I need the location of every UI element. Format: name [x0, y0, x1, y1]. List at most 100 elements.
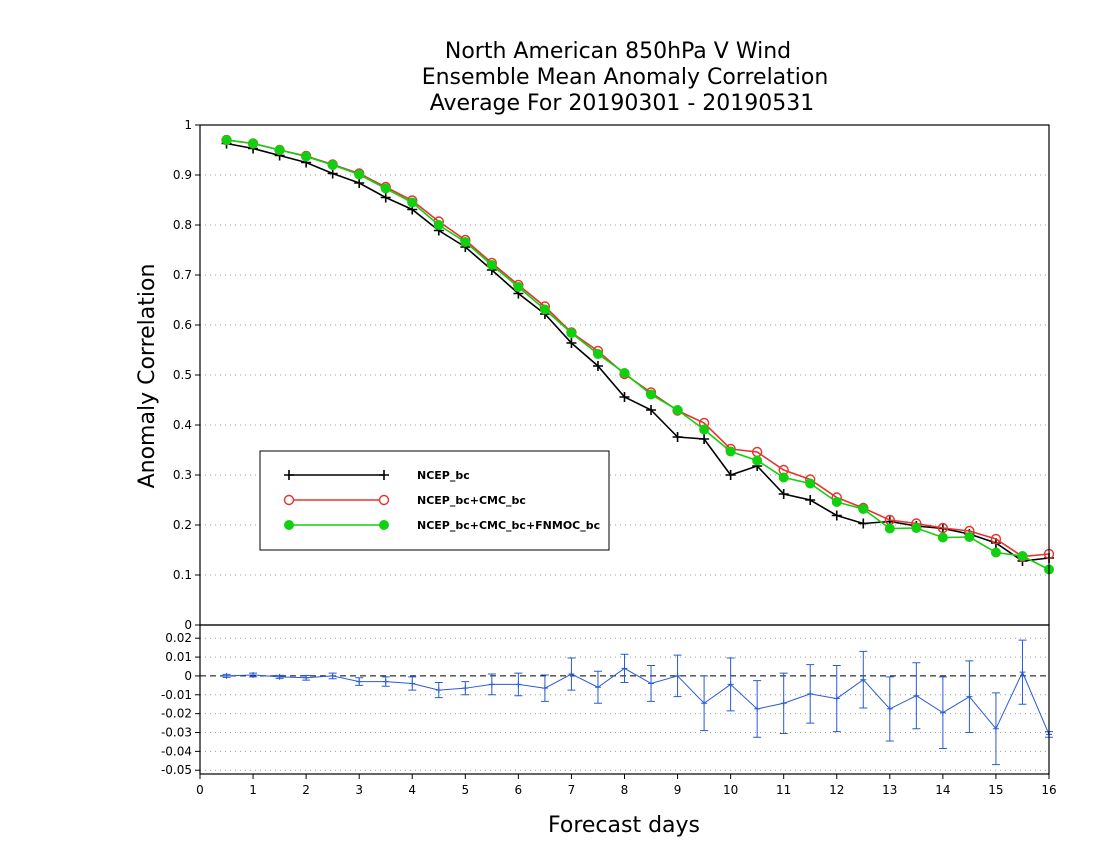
series-2-point [964, 532, 975, 542]
bottom-series-group [222, 639, 1053, 766]
chart-title-line-2: Ensemble Mean Anomaly Correlation [422, 65, 829, 90]
x-tick-label: 0 [196, 783, 204, 797]
difference-point [860, 676, 867, 683]
series-2-point [407, 197, 418, 208]
difference-point [727, 681, 734, 688]
difference-point [648, 680, 655, 687]
top-y-tick-label: 0.7 [173, 268, 192, 282]
series-2-point [380, 183, 391, 194]
series-0-point [592, 361, 603, 371]
x-tick-label: 11 [776, 783, 791, 797]
series-0-point [327, 168, 338, 179]
legend-marker [284, 520, 294, 530]
series-0-point [354, 178, 365, 188]
difference-point [594, 684, 601, 691]
x-tick-label: 5 [461, 783, 469, 797]
x-tick-label: 3 [355, 783, 363, 797]
difference-point [754, 705, 761, 712]
x-tick-label: 12 [829, 783, 844, 797]
top-y-tick-label: 0.8 [173, 218, 192, 232]
series-0-point [646, 405, 657, 415]
top-y-tick-label: 0.6 [173, 318, 192, 332]
difference-point [223, 672, 230, 679]
top-plot-panel: 0 0.1 0.2 0.3 0.4 0.5 0.6 0.7 0.8 0.9 1 [173, 118, 1055, 632]
difference-point [382, 678, 389, 685]
difference-point [992, 725, 999, 732]
x-tick-label: 15 [988, 783, 1003, 797]
series-0-point [805, 495, 816, 505]
series-2-point [1017, 551, 1028, 561]
difference-point [674, 672, 681, 679]
x-tick-label: 14 [935, 783, 950, 797]
series-0-point [380, 192, 391, 203]
top-y-axis-ticks: 0 0.1 0.2 0.3 0.4 0.5 0.6 0.7 0.8 0.9 1 [173, 118, 200, 632]
difference-point [621, 665, 628, 672]
x-axis-label: Forecast days [548, 813, 700, 838]
difference-point [250, 671, 257, 678]
top-y-tick-label: 0.3 [173, 468, 192, 482]
series-0-point [831, 510, 842, 521]
x-tick-label: 4 [408, 783, 416, 797]
difference-point [488, 681, 495, 688]
difference-point [276, 673, 283, 680]
top-y-tick-label: 1 [184, 118, 192, 132]
series-2-point [778, 472, 789, 483]
bottom-y-tick-label: 0 [184, 669, 192, 683]
legend-marker [379, 520, 389, 530]
x-tick-label: 10 [723, 783, 738, 797]
difference-point [1019, 669, 1026, 676]
series-0-point [672, 432, 683, 442]
series-2-point [566, 328, 577, 338]
top-y-tick-label: 0.2 [173, 518, 192, 532]
difference-point [356, 678, 363, 685]
series-2-point [752, 455, 763, 466]
x-tick-label: 16 [1041, 783, 1056, 797]
series-2-point [513, 282, 524, 292]
x-tick-label: 7 [568, 783, 576, 797]
series-2-point [884, 523, 895, 534]
series-1-point [990, 533, 1002, 545]
difference-point [780, 700, 787, 707]
chart-title-line-3: Average For 20190301 - 20190531 [430, 91, 815, 116]
series-2-point [831, 497, 842, 507]
series-2-point [460, 237, 471, 247]
difference-point [807, 690, 814, 697]
top-y-tick-label: 0 [184, 618, 192, 632]
bottom-y-tick-label: -0.03 [161, 726, 192, 740]
legend: NCEP_bc NCEP_bc+CMC_bc NCEP_bc+CMC_bc+FNMO… [259, 450, 610, 551]
series-2-point [805, 478, 816, 489]
bottom-y-tick-label: 0.01 [165, 650, 192, 664]
difference-point [568, 671, 575, 678]
x-tick-label: 1 [249, 783, 257, 797]
series-0-point [725, 470, 736, 480]
bottom-y-tick-label: -0.04 [161, 744, 192, 758]
difference-point [541, 685, 548, 692]
x-tick-label: 9 [674, 783, 682, 797]
bottom-y-tick-label: -0.02 [161, 707, 192, 721]
series-2-point [858, 504, 869, 514]
legend-marker [379, 470, 389, 480]
series-2-point [937, 532, 948, 543]
series-2-point [274, 145, 285, 155]
difference-line [226, 667, 1050, 735]
difference-point [329, 672, 336, 679]
x-axis-ticks: 0 1 2 3 4 5 6 7 8 9 10 11 12 13 14 15 16 [196, 774, 1057, 797]
series-2-point [248, 138, 259, 149]
difference-point [913, 692, 920, 699]
bottom-y-tick-label: -0.01 [161, 688, 192, 702]
series-2-point [221, 135, 232, 145]
x-tick-label: 8 [621, 783, 629, 797]
difference-point [966, 693, 973, 700]
bottom-y-axis-ticks: -0.05 -0.04 -0.03 -0.02 -0.01 0 0.01 0.02 [161, 631, 200, 777]
difference-point [939, 709, 946, 716]
legend-marker [283, 494, 295, 506]
chart-title: North American 850hPa V Wind Ensemble Me… [422, 39, 829, 116]
legend-marker [284, 470, 294, 480]
series-0-point [858, 518, 869, 529]
series-0-point [778, 489, 789, 499]
difference-point [515, 681, 522, 688]
legend-marker [378, 494, 390, 506]
series-0-point [699, 434, 710, 444]
series-2-point [725, 446, 736, 457]
